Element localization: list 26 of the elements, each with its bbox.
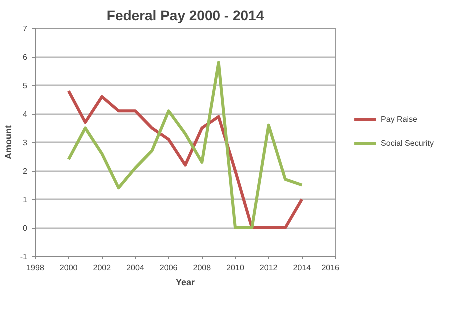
- y-tick-label: 0: [23, 224, 28, 233]
- x-tick-label: 2004: [126, 264, 145, 272]
- y-tick-label: 5: [23, 82, 28, 90]
- x-tick-label: 1998: [26, 264, 45, 272]
- x-tick-label: 2012: [260, 264, 278, 272]
- x-tick-label: 2014: [293, 264, 312, 272]
- y-tick-label: 2: [23, 167, 28, 176]
- chart-title: Federal Pay 2000 - 2014: [106, 8, 264, 24]
- line-series: [67, 61, 304, 230]
- x-tick-label: 2002: [93, 264, 112, 272]
- legend-label: Pay Raise: [381, 114, 418, 124]
- y-tick-label: 7: [23, 24, 28, 34]
- y-tick-label: -1: [20, 252, 28, 262]
- x-tick-label: 2000: [60, 264, 78, 272]
- x-tick-label: 2010: [226, 264, 245, 272]
- x-axis-title: Year: [176, 278, 196, 288]
- y-axis-title: Amount: [3, 125, 14, 160]
- x-tick-label: 2016: [322, 264, 340, 272]
- y-tick-label: 1: [23, 196, 28, 204]
- y-tick-label: 4: [23, 110, 28, 119]
- line-series: [67, 90, 304, 230]
- y-tick-label: 6: [23, 53, 28, 62]
- y-tick-label: 3: [23, 138, 28, 148]
- x-tick-label: 2008: [193, 264, 212, 272]
- x-tick-label: 2006: [160, 264, 178, 272]
- legend-label: Social Security: [381, 138, 434, 148]
